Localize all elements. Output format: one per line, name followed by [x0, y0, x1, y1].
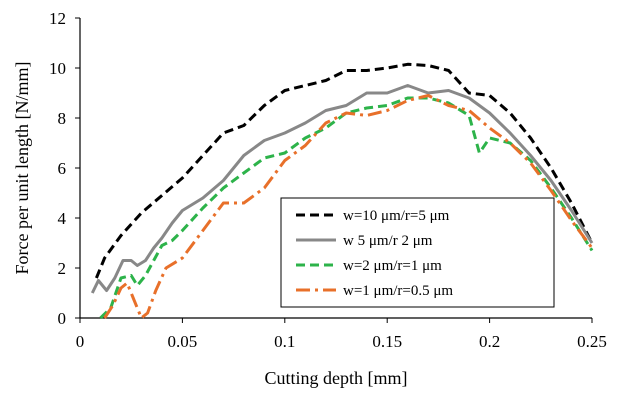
y-tick-label: 8: [58, 109, 67, 128]
y-axis-title: Force per unit length [N/mm]: [12, 62, 32, 275]
legend: w=10 μm/r=5 μm w 5 μm/r 2 μm w=2 μm/r=1 μm…: [280, 197, 555, 308]
series-line-2: [90, 84, 594, 294]
ticks: 0 0.05 0.1 0.15 0.2 0.25 0 2 4 6 8 10 12: [49, 9, 607, 351]
y-tick-label: 4: [58, 209, 67, 228]
x-tick-label: 0.25: [577, 332, 607, 351]
y-tick-label: 10: [49, 59, 66, 78]
y-tick-label: 0: [58, 309, 67, 328]
x-tick-label: 0.05: [168, 332, 198, 351]
x-tick-label: 0.15: [372, 332, 402, 351]
series-line-4: [103, 94, 594, 320]
legend-label-1: w=10 μm/r=5 μm: [343, 208, 450, 224]
x-tick-label: 0.1: [274, 332, 295, 351]
y-tick-label: 2: [58, 259, 67, 278]
x-tick-label: 0: [76, 332, 85, 351]
series: [90, 62, 594, 320]
x-tick-label: 0.2: [479, 332, 500, 351]
legend-label-3: w=2 μm/r=1 μm: [343, 258, 442, 274]
legend-label-2: w 5 μm/r 2 μm: [343, 233, 433, 249]
series-line-1: [95, 62, 594, 279]
series-line-3: [99, 96, 594, 320]
y-tick-label: 6: [58, 159, 67, 178]
y-tick-label: 12: [49, 9, 66, 28]
x-axis-title: Cutting depth [mm]: [265, 368, 408, 388]
legend-label-4: w=1 μm/r=0.5 μm: [343, 283, 453, 299]
